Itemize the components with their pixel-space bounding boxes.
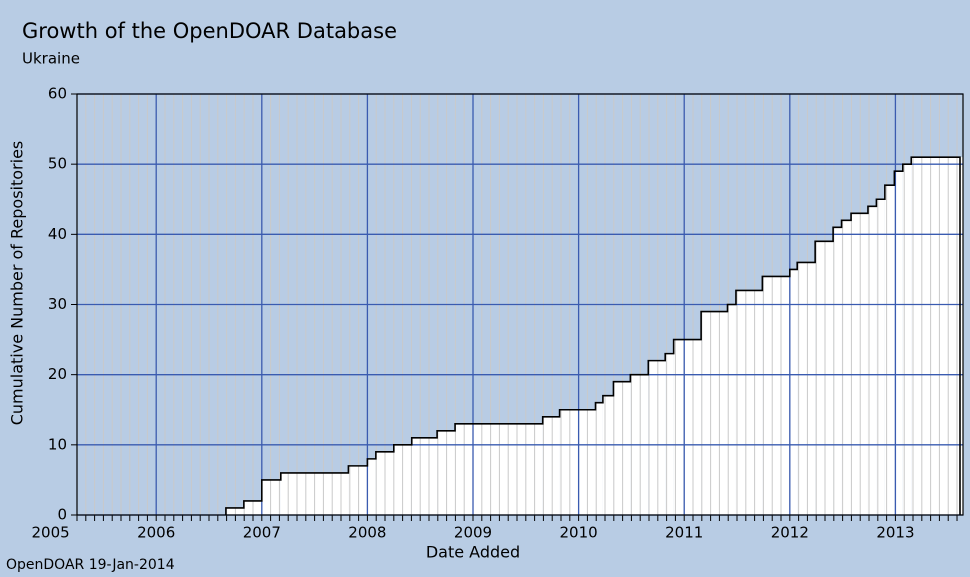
- step-bar: [455, 423, 543, 515]
- step-bar: [595, 402, 603, 515]
- x-tick-label: 2012: [771, 524, 809, 542]
- y-tick-label: 40: [48, 225, 67, 243]
- chart-title: Growth of the OpenDOAR Database: [22, 19, 397, 43]
- step-bar: [727, 304, 736, 515]
- x-tick-label: 2013: [876, 524, 914, 542]
- step-bar: [894, 171, 903, 515]
- step-bar: [648, 360, 666, 515]
- y-tick-label: 0: [57, 506, 67, 524]
- step-bar: [348, 465, 368, 515]
- y-tick-label: 50: [48, 155, 67, 173]
- y-axis-label: Cumulative Number of Repositories: [8, 141, 27, 426]
- step-bar: [815, 241, 834, 515]
- x-tick-label: 2008: [348, 524, 386, 542]
- chart-subtitle: Ukraine: [22, 50, 80, 68]
- step-bar: [902, 164, 912, 515]
- x-tick-label: 2007: [243, 524, 281, 542]
- x-tick-label: 2010: [560, 524, 598, 542]
- x-tick-label: 2011: [665, 524, 703, 542]
- step-bar: [367, 458, 376, 515]
- x-tick-label: 2005: [32, 524, 70, 542]
- step-bar: [437, 430, 456, 515]
- y-tick-label: 60: [48, 85, 67, 103]
- step-bar: [833, 227, 842, 516]
- step-bar: [559, 409, 596, 515]
- step-line: [225, 156, 961, 515]
- step-bar: [613, 381, 631, 515]
- step-bar: [797, 262, 816, 515]
- step-bar: [735, 290, 763, 515]
- step-bar: [762, 276, 790, 515]
- step-bar: [542, 416, 560, 515]
- step-bar: [851, 213, 868, 516]
- plot-border: [76, 93, 964, 516]
- x-axis-label: Date Added: [426, 543, 520, 562]
- step-bar: [867, 206, 877, 515]
- step-bar: [225, 507, 244, 515]
- step-bar: [911, 157, 963, 515]
- step-bar: [665, 353, 674, 515]
- step-bar: [876, 199, 885, 515]
- step-bar: [789, 269, 798, 515]
- x-tick-label: 2009: [454, 524, 492, 542]
- footer: OpenDOAR 19-Jan-2014: [6, 557, 175, 573]
- step-bar: [602, 395, 614, 515]
- step-bar: [411, 437, 438, 515]
- step-bar: [673, 339, 702, 515]
- y-tick-label: 20: [48, 365, 67, 383]
- step-bar: [884, 185, 895, 515]
- step-bar: [701, 311, 728, 515]
- x-tick-label: 2006: [137, 524, 175, 542]
- y-tick-label: 10: [48, 435, 67, 453]
- step-bar: [261, 479, 281, 515]
- step-bar: [841, 220, 852, 516]
- y-tick-label: 30: [48, 295, 67, 313]
